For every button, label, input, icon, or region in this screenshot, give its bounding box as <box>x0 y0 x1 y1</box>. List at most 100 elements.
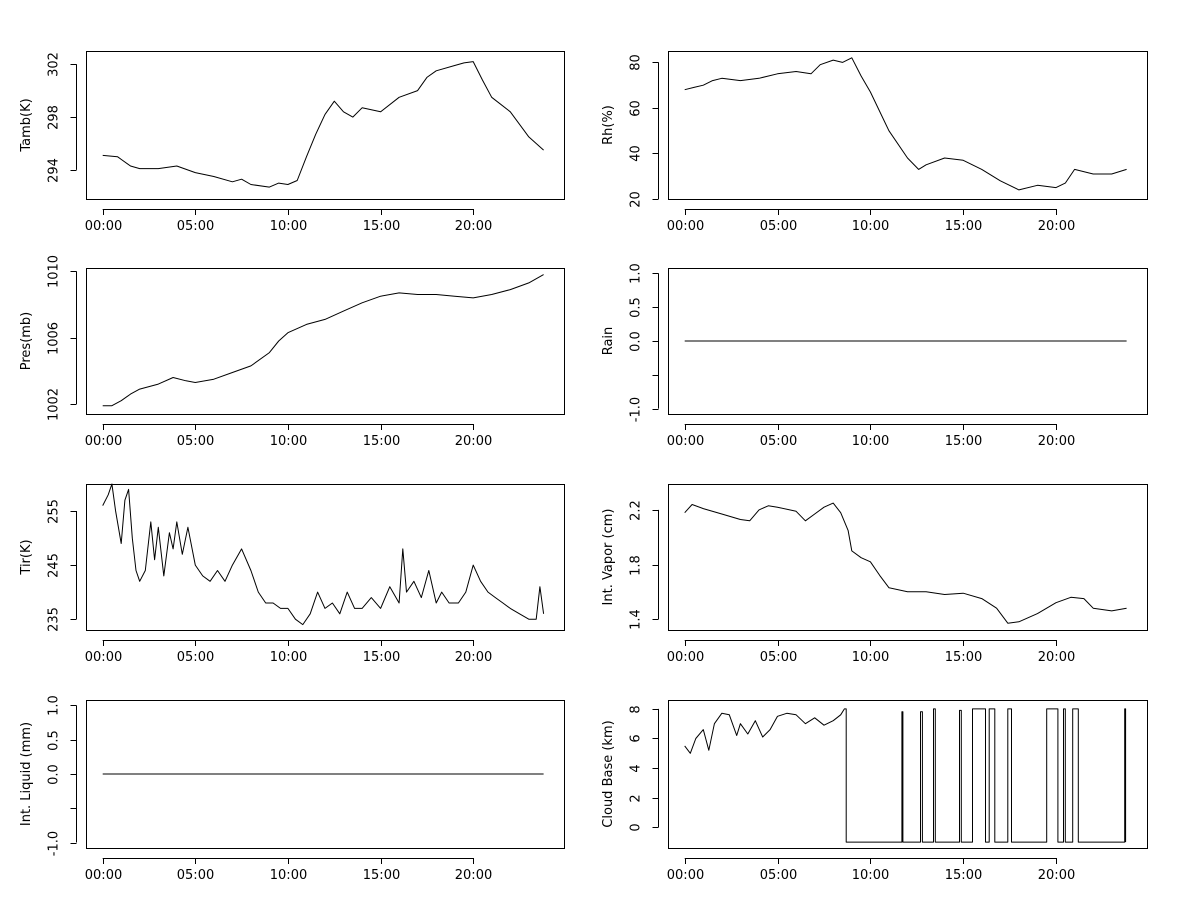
plot-frame <box>86 51 565 200</box>
y-tick-label: 255 <box>47 499 62 524</box>
x-tick-label: 05:00 <box>177 650 214 665</box>
y-axis-title: Tir(K) <box>19 539 34 575</box>
y-tick-label: -1.0 <box>47 831 62 856</box>
x-tick-label: 20:00 <box>455 868 492 883</box>
y-tick-label: 2 <box>629 794 644 802</box>
y-tick-label: 0.0 <box>629 331 644 352</box>
y-tick-label: 235 <box>47 607 62 632</box>
x-tick-label: 00:00 <box>667 434 704 449</box>
y-tick-label: 1.0 <box>629 263 644 284</box>
x-tick-label: 05:00 <box>760 219 797 234</box>
plot-frame <box>86 700 565 849</box>
x-tick-label: 15:00 <box>945 650 982 665</box>
panel-rain: 00:00 05:00 10:00 15:00 20:00 -1.0 0.0 0.5 1.0 Ra… <box>601 263 1148 449</box>
series-line <box>102 274 544 407</box>
y-tick-label: 2.2 <box>629 500 644 521</box>
plot-frame <box>86 484 565 631</box>
y-tick-label: 8 <box>629 705 644 713</box>
x-tick-label: 15:00 <box>945 868 982 883</box>
y-tick-label: -1.0 <box>629 397 644 422</box>
panel-tir: 00:00 05:00 10:00 15:00 20:00 235 245 255 Tir(K) <box>19 483 565 665</box>
panel-rh: 00:00 05:00 10:00 15:00 20:00 20 40 60 80 Rh(%) <box>601 51 1148 234</box>
plot-frame <box>668 484 1148 631</box>
y-axis-title: Int. Liquid (mm) <box>19 722 34 826</box>
x-tick-label: 00:00 <box>85 868 122 883</box>
series-line <box>102 483 545 626</box>
x-tick-label: 00:00 <box>667 650 704 665</box>
x-tick-label: 00:00 <box>667 219 704 234</box>
x-tick-label: 10:00 <box>270 219 307 234</box>
x-tick-label: 20:00 <box>455 219 492 234</box>
y-tick-label: 20 <box>629 191 644 208</box>
x-tick-label: 00:00 <box>667 868 704 883</box>
x-tick-label: 00:00 <box>85 219 122 234</box>
x-tick-label: 05:00 <box>760 868 797 883</box>
y-tick-label: 4 <box>629 764 644 772</box>
x-tick-label: 15:00 <box>363 650 400 665</box>
x-tick-label: 15:00 <box>363 219 400 234</box>
plot-frame <box>668 700 1148 849</box>
x-tick-label: 05:00 <box>177 868 214 883</box>
x-tick-label: 20:00 <box>1038 868 1075 883</box>
plot-frame <box>668 51 1148 200</box>
plot-frame <box>86 268 565 415</box>
y-tick-label: 80 <box>629 54 644 71</box>
y-axis-title: Cloud Base (km) <box>601 720 616 827</box>
x-tick-label: 10:00 <box>270 868 307 883</box>
y-axis-title: Int. Vapor (cm) <box>601 509 616 606</box>
y-tick-label: 298 <box>47 105 62 130</box>
y-tick-label: 0.5 <box>629 297 644 318</box>
x-tick-label: 15:00 <box>945 219 982 234</box>
x-tick-label: 20:00 <box>455 434 492 449</box>
y-tick-label: 1.0 <box>47 695 62 716</box>
series-line <box>684 57 1127 191</box>
x-tick-label: 20:00 <box>455 650 492 665</box>
y-tick-label: 294 <box>47 158 62 183</box>
panel-int-vapor: 00:00 05:00 10:00 15:00 20:00 1.4 1.8 2.2 Int. V… <box>601 484 1148 665</box>
y-tick-label: 245 <box>47 553 62 578</box>
y-tick-label: 1010 <box>47 255 62 288</box>
y-tick-label: 60 <box>629 100 644 117</box>
y-tick-label: 1002 <box>47 388 62 421</box>
y-axis-title: Rh(%) <box>601 105 616 145</box>
x-tick-label: 05:00 <box>760 434 797 449</box>
x-tick-label: 15:00 <box>363 868 400 883</box>
y-tick-label: 6 <box>629 734 644 742</box>
y-tick-label: 0 <box>629 823 644 831</box>
y-axis-title: Pres(mb) <box>19 312 34 371</box>
x-tick-label: 00:00 <box>85 434 122 449</box>
y-tick-label: 1.4 <box>629 609 644 630</box>
x-tick-label: 10:00 <box>270 650 307 665</box>
x-tick-label: 20:00 <box>1038 650 1075 665</box>
panel-pres: 00:00 05:00 10:00 15:00 20:00 1002 1006 1010 Pre… <box>19 255 565 449</box>
x-tick-label: 15:00 <box>945 434 982 449</box>
y-axis-title: Rain <box>601 327 616 356</box>
y-axis-title: Tamb(K) <box>19 98 34 152</box>
y-tick-label: 0.5 <box>47 730 62 751</box>
x-tick-label: 10:00 <box>852 650 889 665</box>
panel-int-liquid: 00:00 05:00 10:00 15:00 20:00 -1.0 0.0 0.5 1.0 In… <box>19 695 565 883</box>
x-tick-label: 15:00 <box>363 434 400 449</box>
series-line <box>684 708 1127 843</box>
plot-frame <box>668 268 1148 415</box>
x-tick-label: 10:00 <box>270 434 307 449</box>
y-tick-label: 302 <box>47 52 62 77</box>
x-tick-label: 10:00 <box>852 434 889 449</box>
y-tick-label: 40 <box>629 145 644 162</box>
x-tick-label: 20:00 <box>1038 434 1075 449</box>
y-tick-label: 1.8 <box>629 555 644 576</box>
x-tick-label: 20:00 <box>1038 219 1075 234</box>
x-tick-label: 05:00 <box>760 650 797 665</box>
x-tick-label: 10:00 <box>852 219 889 234</box>
y-tick-label: 1006 <box>47 322 62 355</box>
y-tick-label: 0.0 <box>47 764 62 785</box>
series-line <box>102 61 544 188</box>
panel-tamb: 00:00 05:00 10:00 15:00 20:00 294 298 302 Tamb(K… <box>19 51 565 234</box>
x-tick-label: 00:00 <box>85 650 122 665</box>
series-line <box>684 502 1127 624</box>
x-tick-label: 10:00 <box>852 868 889 883</box>
x-tick-label: 05:00 <box>177 434 214 449</box>
x-tick-label: 05:00 <box>177 219 214 234</box>
panel-cloud-base: 00:00 05:00 10:00 15:00 20:00 0 2 4 6 8 Cloud Base… <box>601 700 1148 883</box>
